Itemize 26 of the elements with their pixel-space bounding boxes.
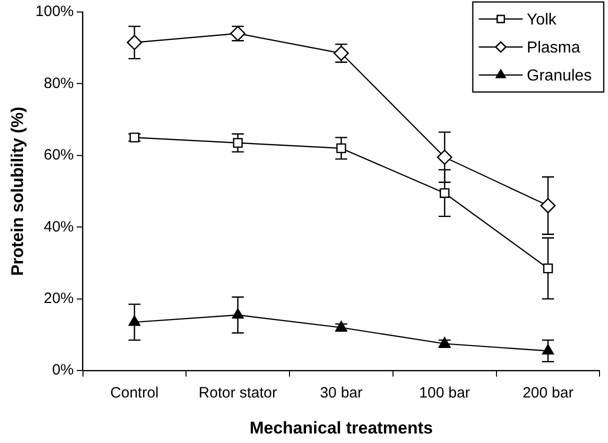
x-tick-label: Rotor stator [198, 384, 278, 402]
y-tick-label: 20% [44, 290, 74, 308]
point [542, 344, 554, 355]
y-tick-label: 100% [35, 3, 74, 20]
point [436, 150, 452, 165]
legend-label: Yolk [526, 11, 558, 28]
x-tick-label: 100 bar [419, 384, 470, 402]
x-axis-title: Mechanical treatments [250, 418, 433, 438]
x-tick-label: 200 bar [522, 384, 574, 402]
y-tick-label: 80% [44, 74, 74, 92]
point [543, 264, 553, 274]
legend-label: Plasma [526, 39, 580, 56]
y-axis-title: Protein solubility (%) [8, 106, 27, 276]
legend-label: Granules [526, 67, 592, 84]
point [540, 198, 556, 214]
point [336, 143, 346, 154]
y-tick-label: 60% [44, 146, 74, 164]
x-tick-label: Control [110, 384, 159, 402]
y-tick-label: 40% [44, 218, 74, 236]
y-tick-label: 0% [52, 362, 74, 379]
point [126, 34, 142, 50]
point [128, 316, 140, 326]
point [232, 308, 244, 319]
x-tick-label: 30 bar [320, 384, 363, 402]
point [335, 320, 348, 332]
point [440, 188, 450, 198]
